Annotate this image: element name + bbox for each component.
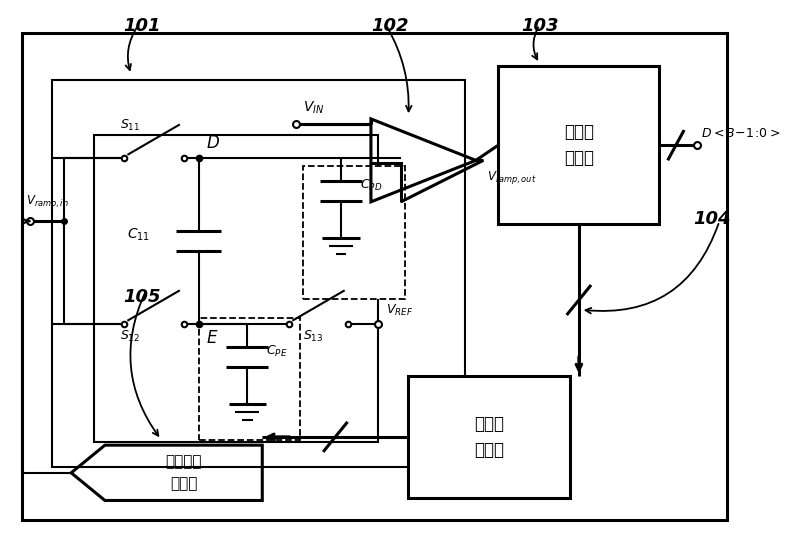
- Text: 计数和
控制器: 计数和 控制器: [474, 415, 504, 459]
- Text: 102: 102: [371, 17, 409, 35]
- Text: $E$: $E$: [206, 329, 219, 347]
- Bar: [22, 33, 727, 520]
- Text: $D<B\!-\!1\!:\!0>$: $D<B\!-\!1\!:\!0>$: [701, 127, 780, 140]
- Text: 101: 101: [124, 17, 161, 35]
- Bar: [199, 318, 300, 440]
- Text: $S_{13}$: $S_{13}$: [304, 329, 323, 344]
- Text: $V_{ramp,in}$: $V_{ramp,in}$: [26, 193, 69, 210]
- Text: $S_{12}$: $S_{12}$: [120, 329, 140, 344]
- Text: 斜坡信号
发生器: 斜坡信号 发生器: [166, 454, 202, 492]
- Text: $C_{PD}$: $C_{PD}$: [360, 178, 382, 193]
- Text: 103: 103: [521, 17, 559, 35]
- Text: $V_{REF}$: $V_{REF}$: [386, 303, 413, 318]
- Bar: [94, 135, 379, 442]
- Text: $C_{11}$: $C_{11}$: [127, 227, 150, 243]
- Bar: [52, 80, 465, 467]
- Text: $D$: $D$: [206, 134, 220, 152]
- Text: $S_{11}$: $S_{11}$: [120, 118, 140, 133]
- Text: $V_{IN}$: $V_{IN}$: [304, 100, 325, 116]
- Text: $C_{PE}$: $C_{PE}$: [266, 343, 287, 359]
- Text: 锁存和
加法器: 锁存和 加法器: [564, 123, 594, 168]
- Text: 105: 105: [124, 288, 161, 306]
- Text: $V_{ramp,out}$: $V_{ramp,out}$: [487, 169, 537, 186]
- Text: 104: 104: [694, 210, 731, 228]
- Bar: [409, 376, 570, 498]
- Bar: [304, 166, 405, 299]
- Bar: [499, 66, 660, 224]
